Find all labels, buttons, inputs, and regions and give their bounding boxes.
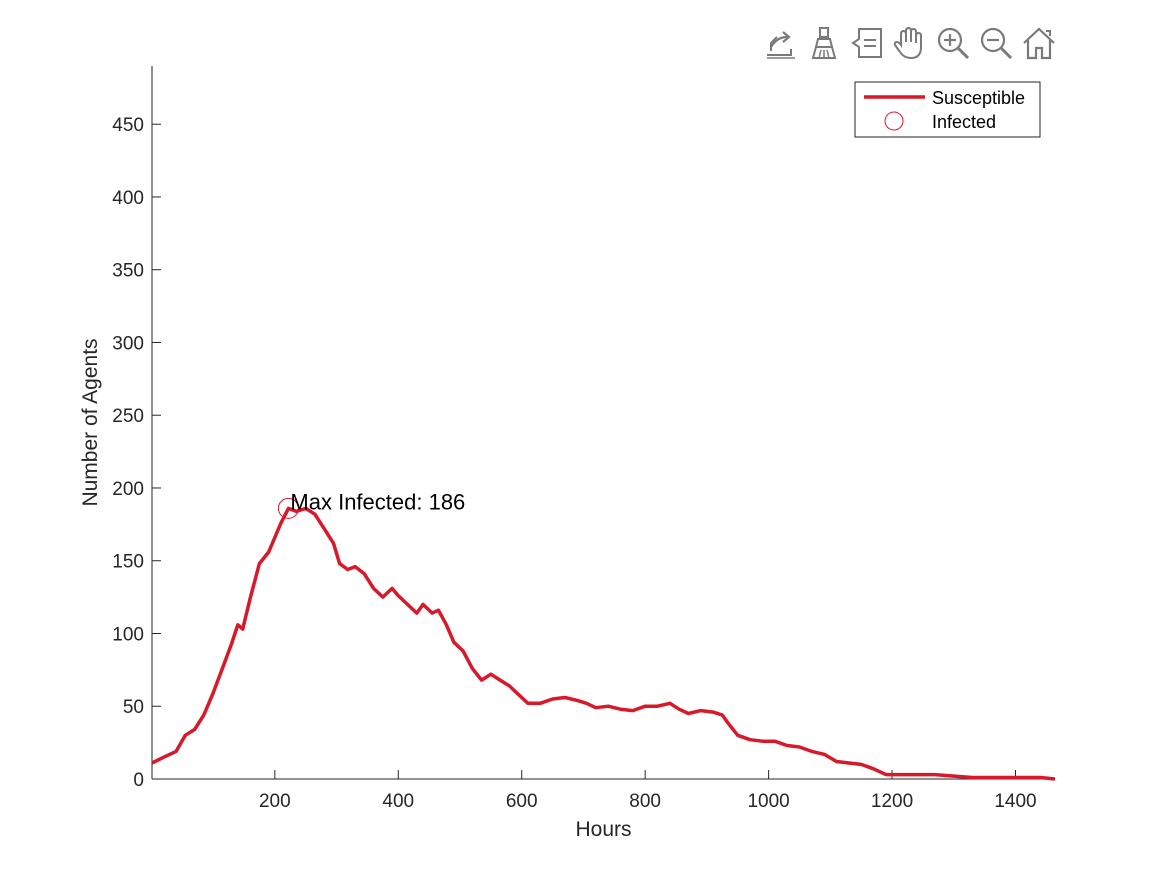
legend-label-infected: Infected: [932, 112, 996, 132]
x-tick-label: 1200: [871, 791, 913, 812]
x-tick-label: 800: [629, 791, 661, 812]
data-tips-button[interactable]: [848, 23, 886, 63]
y-tick-label: 0: [133, 770, 144, 791]
pan-button[interactable]: [891, 23, 929, 63]
x-tick-label: 600: [506, 791, 538, 812]
legend-box: [854, 81, 1041, 138]
y-tick-label: 300: [112, 333, 144, 354]
zoom-in-button[interactable]: [934, 23, 972, 63]
home-icon: [1023, 27, 1055, 60]
y-tick-label: 450: [112, 115, 144, 136]
y-tick-label: 350: [112, 261, 144, 282]
y-tick-label: 100: [112, 624, 144, 645]
x-tick-label: 200: [259, 791, 291, 812]
legend-circle-swatch: [884, 111, 904, 131]
legend: Susceptible Infected: [854, 81, 1041, 138]
data-tips-icon: [851, 28, 882, 58]
max-infected-annotation: Max Infected: 186: [290, 489, 465, 514]
export-icon: [767, 31, 795, 59]
x-axis-label: Hours: [575, 818, 631, 841]
y-tick-label: 250: [112, 406, 144, 427]
infected-max-marker: [277, 497, 299, 519]
y-tick-label: 200: [112, 479, 144, 500]
pan-hand-icon: [893, 26, 922, 60]
series-layer: [151, 506, 1056, 781]
export-button[interactable]: [762, 23, 800, 63]
y-tick-label: 400: [112, 188, 144, 209]
y-tick-label: 150: [112, 552, 144, 573]
zoom-out-button[interactable]: [977, 23, 1015, 63]
chart-axes: 200 400 600 800 1000 1200 1400 0 50 100 150 200 250 3…: [112, 66, 1055, 812]
legend-label-susceptible: Susceptible: [932, 88, 1025, 108]
x-tick-label: 1000: [747, 791, 789, 812]
x-tick-label: 400: [382, 791, 414, 812]
axis-labels: Hours Number of Agents: [79, 338, 632, 841]
marker-layer: [277, 497, 299, 519]
x-tick-label: 1400: [994, 791, 1036, 812]
home-button[interactable]: [1020, 23, 1058, 63]
zoom-out-icon: [980, 27, 1013, 60]
zoom-in-icon: [937, 27, 970, 60]
brush-button[interactable]: [805, 23, 843, 63]
axes-toolbar: [762, 22, 1058, 64]
series-line-susceptible: [151, 506, 1056, 781]
annotation-layer: Max Infected: 186: [290, 489, 465, 514]
y-tick-label: 50: [123, 697, 144, 718]
brush-icon: [811, 27, 837, 59]
y-axis-label: Number of Agents: [79, 338, 102, 506]
